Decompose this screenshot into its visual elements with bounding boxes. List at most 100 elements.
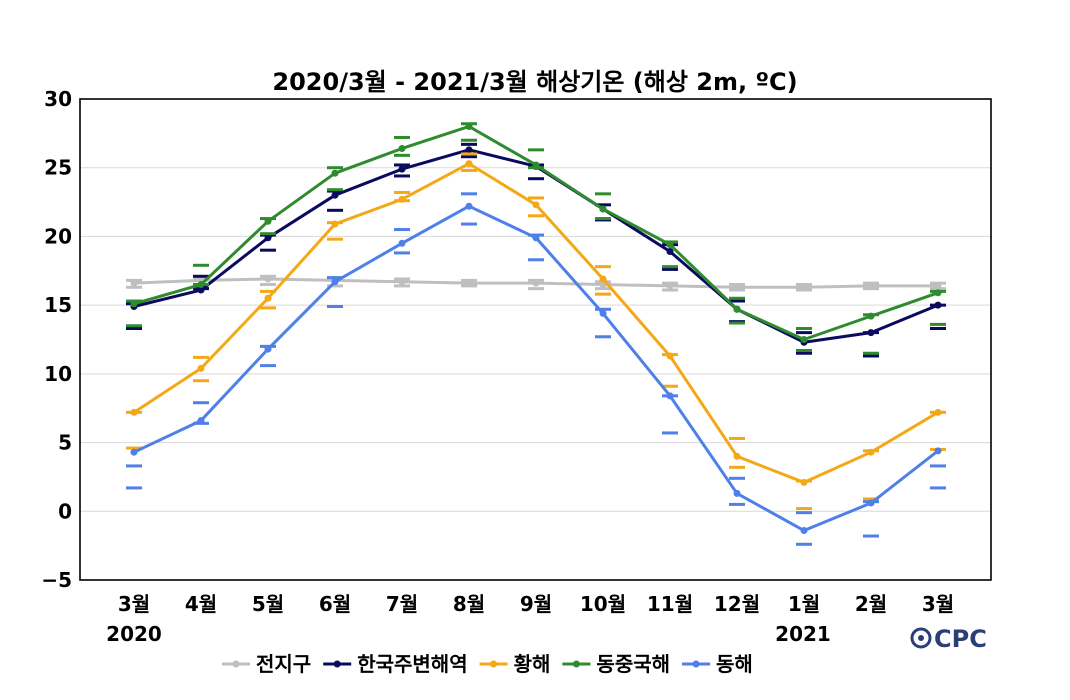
data-point <box>599 309 607 317</box>
x-tick-label: 3월 <box>118 592 150 616</box>
data-point <box>130 448 138 456</box>
legend-swatch-dot <box>692 660 700 668</box>
data-point <box>398 165 406 173</box>
data-point <box>800 283 808 291</box>
year-label-2020: 2020 <box>106 622 162 646</box>
y-tick-label: −5 <box>41 568 72 592</box>
data-point <box>465 160 473 168</box>
data-point <box>197 281 205 289</box>
data-point <box>867 312 875 320</box>
legend-item-4: 동중국해 <box>562 652 670 676</box>
data-point <box>264 345 272 353</box>
plot-frame <box>79 98 992 581</box>
legend-item-5: 동해 <box>682 652 753 676</box>
data-point <box>331 278 339 286</box>
legend-swatch-dot <box>333 660 341 668</box>
data-point <box>532 161 540 169</box>
y-tick-label: 30 <box>44 87 72 111</box>
data-point <box>666 248 674 256</box>
x-tick-label: 12월 <box>714 592 760 616</box>
x-tick-label: 10월 <box>580 592 626 616</box>
x-tick-label: 8월 <box>453 592 485 616</box>
x-tick-label: 7월 <box>386 592 418 616</box>
data-point <box>934 447 942 455</box>
data-point <box>398 144 406 152</box>
cpc-logo-dot <box>918 635 924 641</box>
data-point <box>465 146 473 154</box>
data-point <box>197 417 205 425</box>
legend-label: 동해 <box>716 652 753 676</box>
data-point <box>398 195 406 203</box>
data-point <box>264 234 272 242</box>
series-2 <box>126 142 946 358</box>
data-point <box>130 408 138 416</box>
data-point <box>867 282 875 290</box>
chart-title: 2020/3월 - 2021/3월 해상기온 (해상 2m, ºC) <box>272 68 797 96</box>
data-point <box>733 283 741 291</box>
cpc-logo-text: CPC <box>934 625 987 653</box>
data-point <box>465 202 473 210</box>
data-point <box>331 191 339 199</box>
y-tick-label: 5 <box>58 431 72 455</box>
data-point <box>465 279 473 287</box>
gridlines <box>80 167 991 512</box>
series-4 <box>126 122 946 355</box>
data-point <box>934 289 942 297</box>
data-point <box>264 217 272 225</box>
cpc-logo-icon <box>910 627 932 649</box>
data-point <box>867 499 875 507</box>
legend-label: 동중국해 <box>596 652 670 676</box>
data-point <box>867 329 875 337</box>
legend-swatch-dot <box>490 660 498 668</box>
data-point <box>800 478 808 486</box>
legend-item-2: 한국주변해역 <box>323 652 468 676</box>
data-point <box>532 234 540 242</box>
legend-label: 전지구 <box>256 652 311 676</box>
x-tick-label: 1월 <box>788 592 820 616</box>
y-tick-label: 15 <box>44 293 72 317</box>
series-group <box>126 122 946 546</box>
data-point <box>130 279 138 287</box>
legend-label: 황해 <box>514 652 551 676</box>
data-point <box>733 305 741 313</box>
x-tick-label: 3월 <box>922 592 954 616</box>
series-5 <box>126 192 946 546</box>
data-point <box>934 408 942 416</box>
x-tick-label: 5월 <box>252 592 284 616</box>
series-line <box>133 162 939 484</box>
data-point <box>532 201 540 209</box>
data-point <box>197 286 205 294</box>
data-point <box>398 278 406 286</box>
data-point <box>867 448 875 456</box>
legend-swatch-dot <box>572 660 580 668</box>
y-axis: 30 25 20 15 10 5 0 −5 <box>41 87 72 592</box>
legend-item-1: 전지구 <box>222 652 311 676</box>
x-tick-label: 2월 <box>855 592 887 616</box>
y-tick-label: 20 <box>44 224 72 248</box>
data-point <box>666 241 674 249</box>
data-point <box>532 279 540 287</box>
legend-swatch-dot <box>232 660 240 668</box>
data-point <box>398 239 406 247</box>
data-point <box>599 275 607 283</box>
y-tick-label: 25 <box>44 156 72 180</box>
legend-label: 한국주변해역 <box>357 652 467 676</box>
x-tick-label: 9월 <box>520 592 552 616</box>
data-point <box>733 489 741 497</box>
series-1 <box>126 274 946 292</box>
series-3 <box>126 152 946 511</box>
year-label-2021: 2021 <box>775 622 831 646</box>
data-point <box>800 336 808 343</box>
data-point <box>331 220 339 228</box>
data-point <box>666 352 674 360</box>
y-tick-label: 10 <box>44 362 72 386</box>
data-point <box>197 364 205 372</box>
data-point <box>934 282 942 290</box>
legend: 전지구 한국주변해역 황해 동중국해 동해 <box>222 652 753 676</box>
x-axis: 3월 4월 5월 6월 7월 8월 9월 10월 11월 12월 1월 2월 3월 <box>118 592 954 616</box>
x-tick-label: 11월 <box>647 592 693 616</box>
x-tick-label: 6월 <box>319 592 351 616</box>
data-point <box>264 294 272 302</box>
cpc-logo: CPC <box>910 625 987 653</box>
data-point <box>264 275 272 283</box>
